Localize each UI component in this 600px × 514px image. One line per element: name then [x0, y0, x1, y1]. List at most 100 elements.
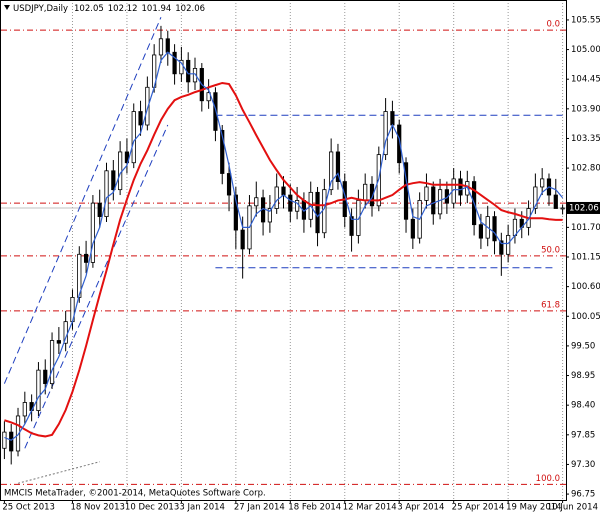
candle-body	[111, 170, 116, 191]
fib-label: 50.0	[541, 245, 560, 255]
candle-body	[363, 183, 368, 201]
candle-body	[36, 369, 41, 411]
candle-body	[349, 216, 354, 236]
x-tick-label: 27 Jan 2014	[234, 503, 285, 513]
y-tick-label: 100.05	[571, 312, 600, 322]
candle-body	[315, 191, 320, 234]
y-tick-label: 105.00	[571, 45, 600, 55]
candle-body	[90, 202, 95, 263]
candle-body	[131, 111, 136, 164]
candle-body	[506, 235, 511, 255]
candle-body	[15, 415, 21, 452]
y-tick-label: 100.60	[571, 282, 600, 292]
moving-average	[4, 51, 564, 441]
candle-body	[322, 189, 327, 234]
candle-body	[9, 431, 14, 452]
candle-body	[458, 178, 463, 196]
y-tick-label: 101.70	[571, 223, 600, 233]
candle-body	[97, 202, 102, 217]
candle-body	[118, 151, 123, 191]
y-tick-label: 98.95	[571, 371, 595, 381]
x-tick-label: 19 May 2014	[506, 503, 561, 513]
y-tick-label: 101.15	[571, 253, 600, 263]
candle-body	[437, 189, 443, 215]
candle-body	[512, 218, 518, 236]
candle-body	[179, 59, 184, 75]
x-tick-label: 18 Feb 2014	[288, 503, 341, 513]
y-tick-label: 103.90	[571, 104, 600, 114]
candle-body	[492, 216, 497, 242]
candle-body	[206, 92, 211, 102]
candle-body	[533, 186, 538, 209]
candle-body	[172, 51, 177, 75]
candle-body	[478, 224, 484, 239]
x-tick-label: 3 Apr 2014	[397, 503, 444, 513]
symbol: USDJPY,Daily	[13, 4, 68, 14]
header-open: 102.05	[74, 4, 104, 14]
x-tick-label: 3 Jan 2014	[179, 503, 225, 513]
price-box	[566, 201, 600, 214]
candle-body	[553, 194, 558, 209]
candle-body	[274, 186, 279, 209]
y-tick-label: 102.80	[571, 164, 600, 174]
candle-body	[220, 129, 225, 174]
y-tick-label: 97.85	[571, 430, 595, 440]
candle-body	[424, 186, 429, 201]
x-tick-label: 25 Oct 2013	[2, 503, 55, 513]
x-tick-label: 12 Mar 2014	[343, 503, 397, 513]
header-low: 101.94	[142, 4, 172, 14]
candle-body	[165, 38, 170, 53]
header-close: 102.06	[175, 4, 205, 14]
fib-label: 0.0	[546, 20, 560, 30]
candle-body	[254, 197, 259, 207]
candle-body	[390, 111, 395, 126]
y-tick-label: 97.30	[571, 460, 595, 470]
fib-label: 100.0	[536, 474, 560, 484]
price-label: 102.06	[569, 203, 599, 213]
candle-body	[43, 369, 48, 385]
x-tick-label: 10 Dec 2013	[125, 503, 179, 513]
chart-header: USDJPY,Daily 102.05 102.12 101.94 102.06	[13, 4, 205, 14]
y-tick-label: 96.75	[571, 490, 595, 500]
candle-body	[288, 194, 293, 212]
candle-body	[49, 340, 55, 385]
footer: MMCIS MetaTrader, ©2001-2014, MetaQuotes…	[4, 489, 266, 499]
candle-body	[240, 229, 245, 250]
x-tick-label: 18 Nov 2013	[70, 503, 124, 513]
candle-body	[192, 68, 198, 83]
header-high: 102.12	[108, 4, 138, 14]
candle-body	[267, 208, 272, 223]
candle-body	[560, 207, 565, 210]
plot-area: 0.0 50.0 61.8 100.0	[1, 0, 566, 500]
candle-body	[138, 111, 143, 126]
candle-body	[233, 194, 238, 231]
candle-body	[410, 218, 415, 239]
x-tick-label: 25 Apr 2014	[452, 503, 505, 513]
candle-body	[356, 200, 361, 236]
trendline	[24, 124, 169, 449]
candle-body	[158, 38, 164, 56]
candle-body	[540, 178, 545, 188]
candle-body	[499, 240, 504, 255]
candle-body	[369, 183, 375, 207]
plot-frame	[0, 0, 567, 501]
moving-average	[4, 81, 563, 438]
x-tick-label: 10 Jun 2014	[547, 503, 598, 513]
y-tick-label: 104.45	[571, 75, 600, 85]
candle-body	[2, 431, 7, 449]
fib-label: 61.8	[541, 300, 560, 310]
candle-body	[83, 253, 89, 263]
candle-body	[22, 402, 27, 417]
y-tick-label: 105.55	[571, 15, 600, 25]
candle-body	[335, 151, 341, 182]
candle-body	[77, 253, 82, 298]
candle-body	[329, 151, 334, 191]
candle-body	[104, 170, 109, 217]
menu-icon[interactable]	[4, 5, 10, 10]
y-tick-label: 99.50	[571, 341, 595, 351]
y-tick-label: 98.40	[571, 401, 595, 411]
candle-body	[226, 173, 232, 196]
trendline	[3, 17, 162, 384]
